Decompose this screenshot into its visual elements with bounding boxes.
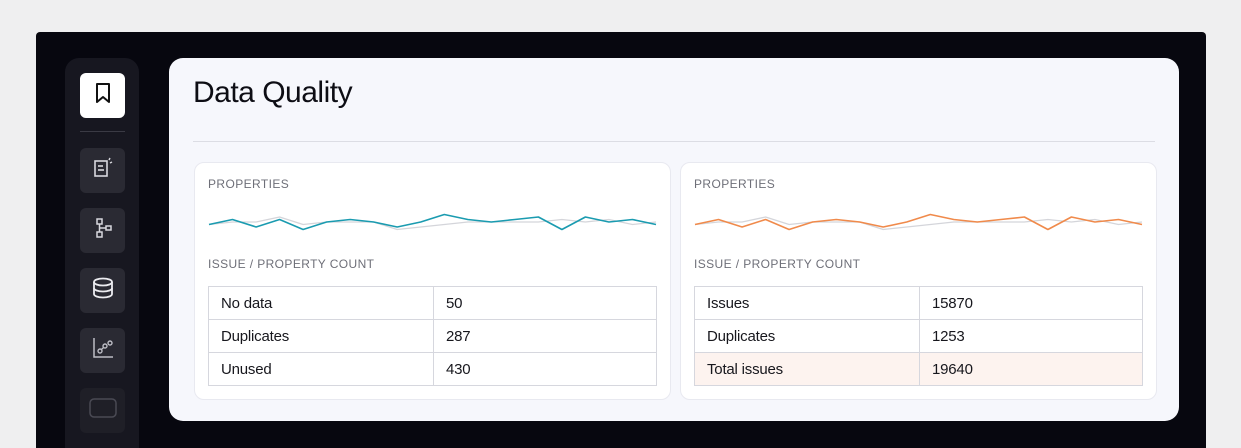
table-row: Duplicates 1253 xyxy=(694,319,1143,353)
section-label: PROPERTIES xyxy=(208,177,290,191)
properties-card: PROPERTIES ISSUE / PROPERTY COUNT No dat… xyxy=(194,162,671,400)
sidebar-item-bookmarks[interactable] xyxy=(80,73,125,118)
table-row: Duplicates 287 xyxy=(208,319,657,353)
title-divider xyxy=(193,141,1155,142)
row-value: 287 xyxy=(433,319,657,353)
sparkline-primary-series xyxy=(208,213,657,231)
bookmark-icon xyxy=(92,81,114,110)
row-label: No data xyxy=(208,286,434,320)
row-value: 1253 xyxy=(919,319,1143,353)
properties-card: PROPERTIES ISSUE / PROPERTY COUNT Issues… xyxy=(680,162,1157,400)
row-label: Duplicates xyxy=(694,319,920,353)
issue-table: No data 50 Duplicates 287 Unused 430 xyxy=(208,286,657,386)
section-label: PROPERTIES xyxy=(694,177,776,191)
row-value: 430 xyxy=(433,352,657,386)
sidebar-divider xyxy=(80,131,125,132)
row-label: Duplicates xyxy=(208,319,434,353)
row-label: Unused xyxy=(208,352,434,386)
sidebar-item-reports[interactable] xyxy=(80,148,125,193)
clipboard-spark-icon xyxy=(91,156,115,185)
table-row-total: Total issues 19640 xyxy=(694,352,1143,386)
chart-nodes-icon xyxy=(90,335,116,366)
table-label: ISSUE / PROPERTY COUNT xyxy=(694,257,861,271)
sparkline-baseline-series xyxy=(694,216,1143,231)
sidebar-item-window[interactable] xyxy=(80,388,125,433)
table-row: No data 50 xyxy=(208,286,657,320)
sparkline-chart xyxy=(208,213,657,231)
main-panel: Data Quality PROPERTIES ISSUE / PROPERTY… xyxy=(169,58,1179,421)
table-label: ISSUE / PROPERTY COUNT xyxy=(208,257,375,271)
row-label: Issues xyxy=(694,286,920,320)
hierarchy-icon xyxy=(91,216,115,245)
table-row: Unused 430 xyxy=(208,352,657,386)
sidebar xyxy=(65,58,139,448)
sparkline-baseline-series xyxy=(208,216,657,231)
window-icon xyxy=(88,396,118,425)
issue-table: Issues 15870 Duplicates 1253 Total issue… xyxy=(694,286,1143,386)
sparkline-primary-series xyxy=(694,213,1143,231)
row-value: 50 xyxy=(433,286,657,320)
sidebar-item-structure[interactable] xyxy=(80,208,125,253)
sparkline-chart xyxy=(694,213,1143,231)
row-value: 19640 xyxy=(919,352,1143,386)
database-icon xyxy=(90,275,116,306)
sidebar-item-database[interactable] xyxy=(80,268,125,313)
row-value: 15870 xyxy=(919,286,1143,320)
table-row: Issues 15870 xyxy=(694,286,1143,320)
row-label: Total issues xyxy=(694,352,920,386)
page-title: Data Quality xyxy=(193,76,353,109)
sidebar-item-analytics[interactable] xyxy=(80,328,125,373)
